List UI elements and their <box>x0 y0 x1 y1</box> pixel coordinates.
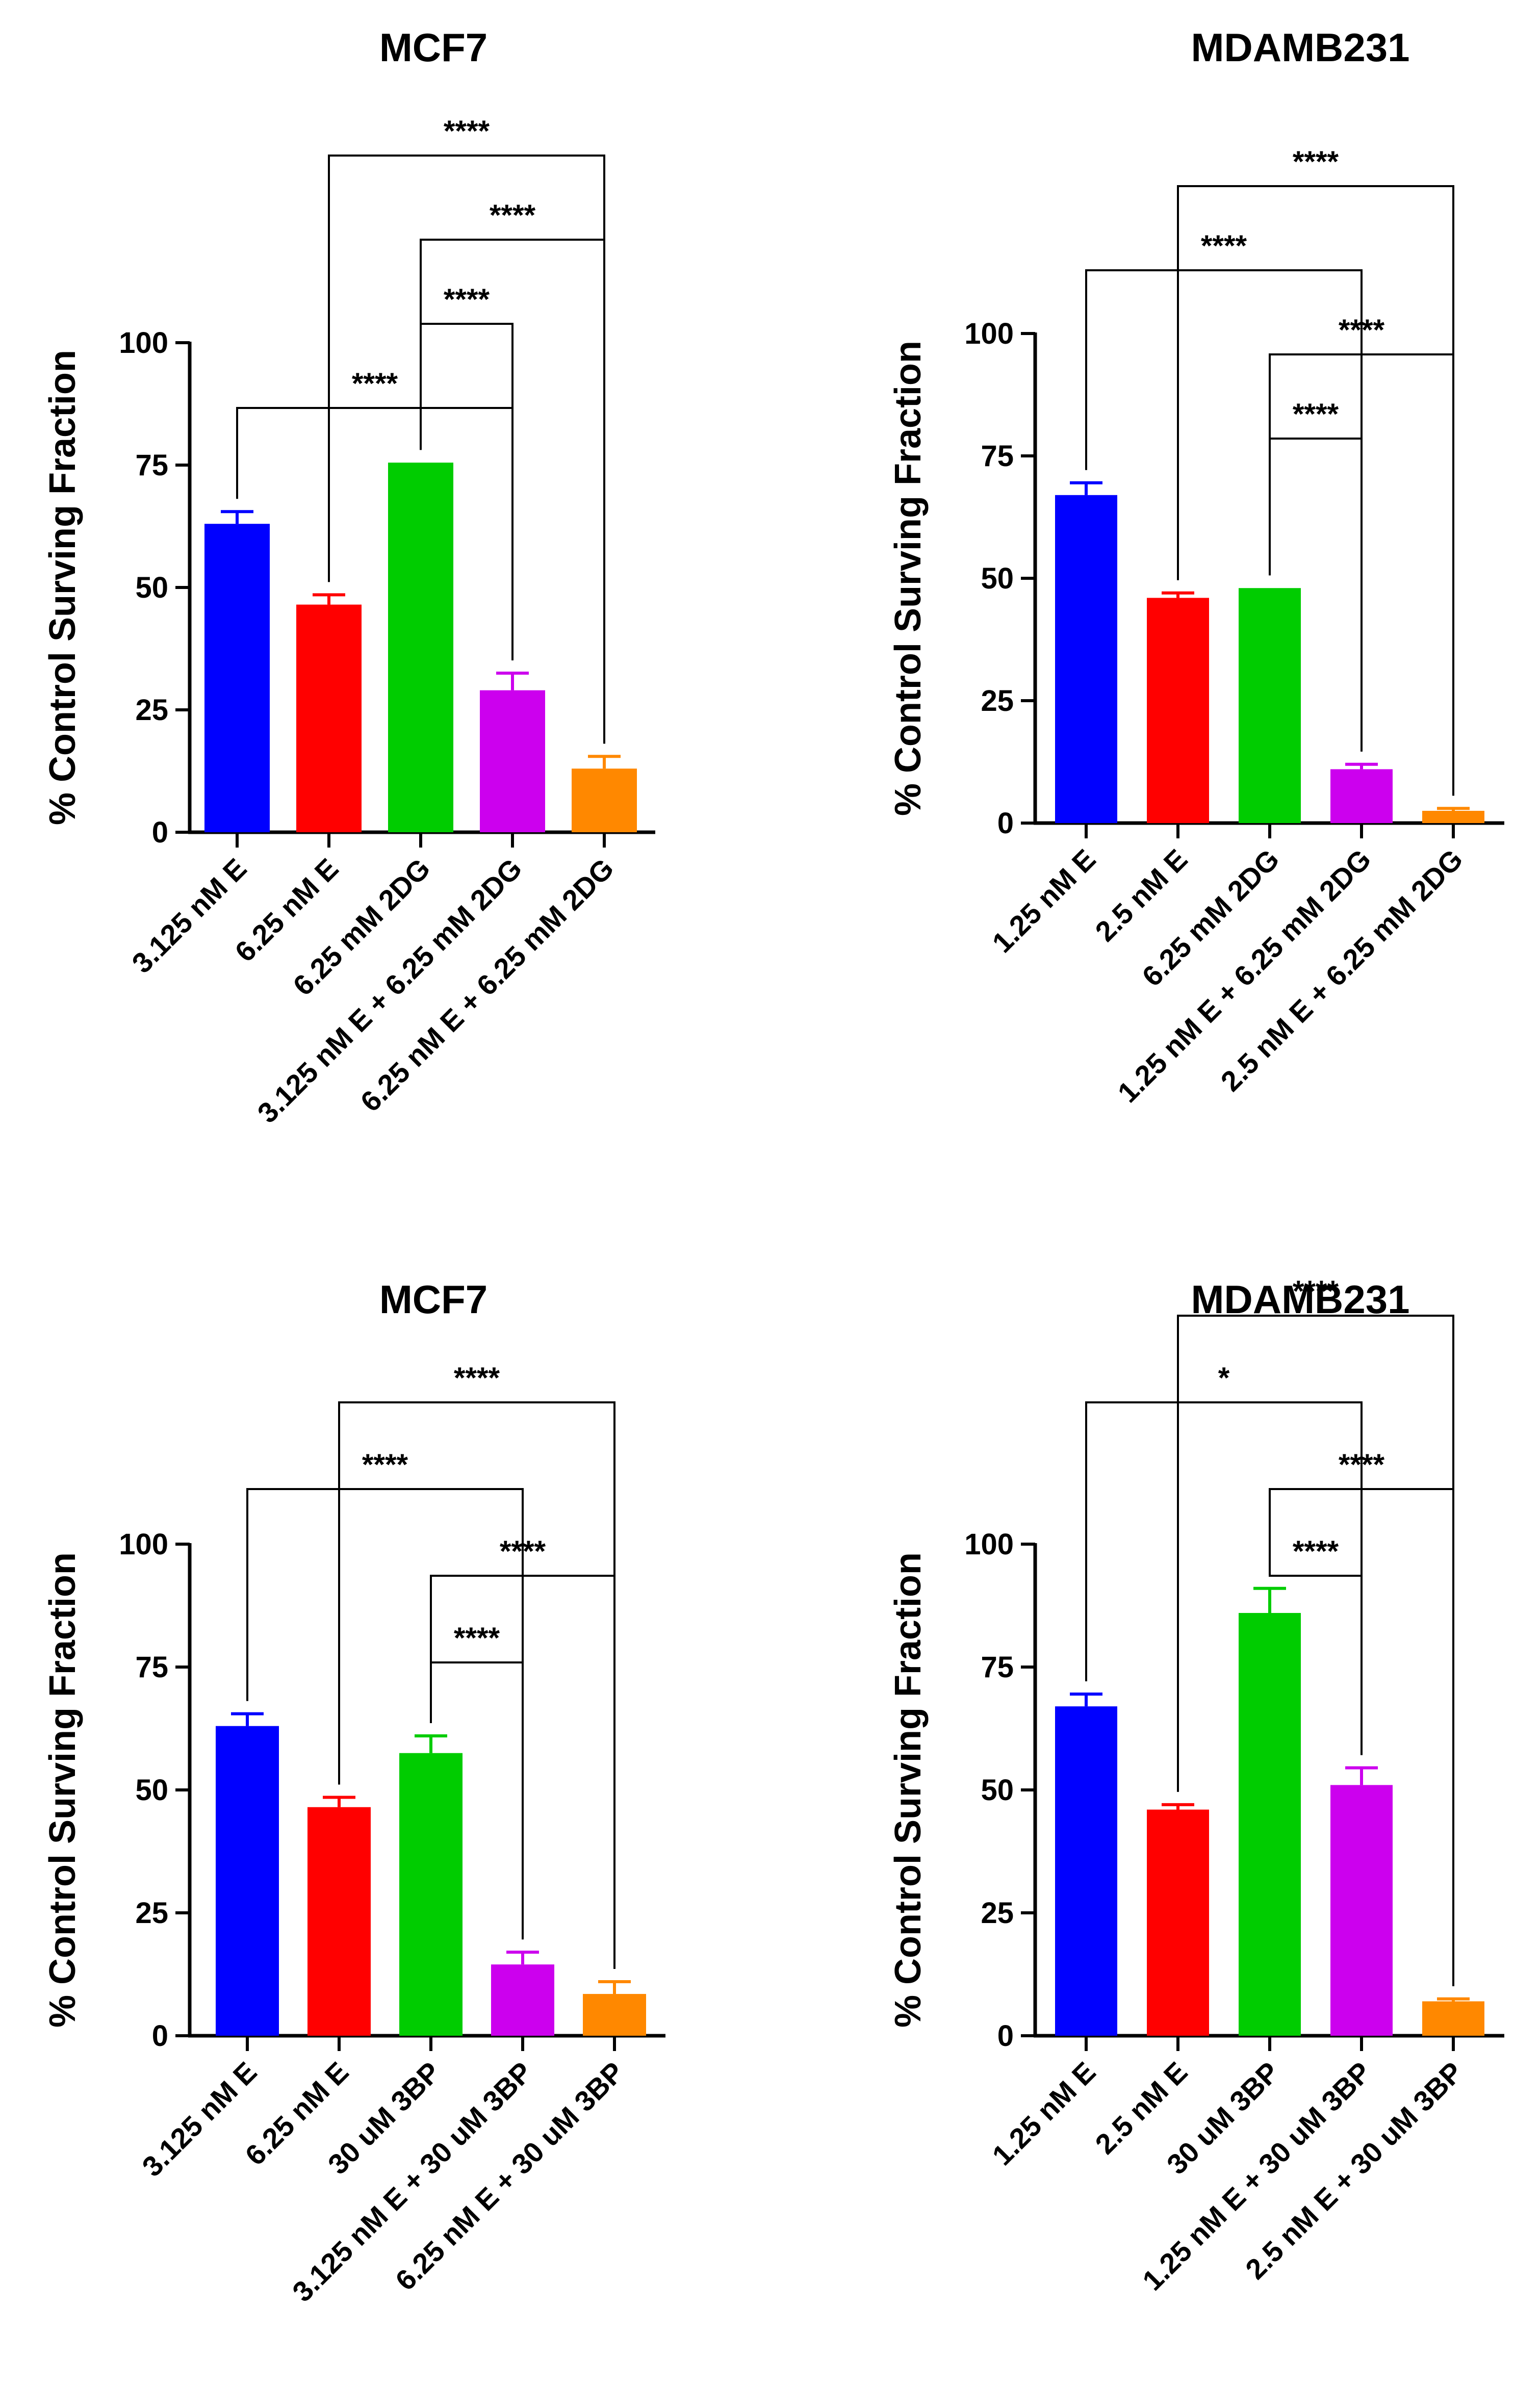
bar-3 <box>388 463 453 832</box>
y-tick-label: 25 <box>981 1897 1014 1930</box>
y-tick-label: 50 <box>981 1774 1014 1807</box>
significance-bracket-1 <box>236 407 514 660</box>
bar-1 <box>216 1726 279 2036</box>
significance-bracket-3 <box>246 1488 524 1940</box>
significance-bracket-3 <box>1085 1401 1363 1755</box>
y-tick-label: 100 <box>964 317 1014 350</box>
bar-3 <box>399 1753 463 2036</box>
bar-2 <box>1147 598 1209 823</box>
significance-label-4: **** <box>444 115 490 148</box>
bar-1 <box>1055 1706 1117 2036</box>
significance-label-3: **** <box>362 1448 408 1481</box>
y-tick-label: 25 <box>135 1897 168 1930</box>
significance-label-1: **** <box>1293 1535 1339 1568</box>
significance-label-1: **** <box>1293 398 1339 431</box>
significance-label-4: **** <box>454 1362 500 1395</box>
significance-label-3: **** <box>1201 229 1247 263</box>
y-axis-label: % Control Surving Fraction <box>888 1552 929 2028</box>
y-tick-label: 100 <box>964 1528 1014 1561</box>
bar-2 <box>296 604 362 832</box>
chart-title: MCF7 <box>379 25 487 70</box>
bar-5 <box>572 768 637 832</box>
chart-title: MCF7 <box>379 1277 487 1322</box>
y-tick-label: 0 <box>152 816 168 849</box>
category-label-1: 1.25 nM E <box>986 843 1101 959</box>
category-label-1: 1.25 nM E <box>986 2056 1101 2171</box>
y-axis-label: % Control Surving Fraction <box>42 1552 83 2028</box>
bar-1 <box>204 524 270 832</box>
bar-5 <box>583 1994 646 2036</box>
significance-label-1: **** <box>454 1622 500 1655</box>
chart-panel-2: MDAMB231 % Control Surving Fraction 0 25 50 7… <box>888 25 1504 1109</box>
significance-bracket-3 <box>1085 269 1363 752</box>
y-tick-label: 0 <box>997 2019 1014 2053</box>
category-label-1: 3.125 nM E <box>125 852 252 979</box>
y-tick-label: 75 <box>135 1651 168 1684</box>
significance-label-4: **** <box>1293 1275 1339 1308</box>
bar-3 <box>1239 1612 1301 2036</box>
y-tick-label: 0 <box>997 807 1014 840</box>
bar-5 <box>1422 2001 1484 2036</box>
significance-label-2: **** <box>444 283 490 316</box>
significance-bracket-4 <box>1177 185 1454 796</box>
y-tick-label: 100 <box>119 1528 168 1561</box>
bar-2 <box>1147 1809 1209 2036</box>
y-axis-label: % Control Surving Fraction <box>888 341 929 816</box>
y-tick-label: 0 <box>152 2019 168 2053</box>
chart-title: MDAMB231 <box>1191 25 1409 70</box>
bar-4 <box>480 690 545 832</box>
y-tick-label: 75 <box>981 1651 1014 1684</box>
bar-4 <box>1330 1785 1393 2036</box>
significance-bracket-4 <box>328 155 605 744</box>
significance-label-1: **** <box>352 367 398 400</box>
y-tick-label: 75 <box>981 440 1014 473</box>
bar-1 <box>1055 495 1117 823</box>
y-tick-label: 75 <box>135 449 168 482</box>
chart-panel-1: MCF7 % Control Surving Fraction 0 25 50 75 100… <box>42 25 655 1129</box>
bar-4 <box>491 1964 554 2036</box>
bar-4 <box>1330 769 1393 823</box>
chart-panel-3: MCF7 % Control Surving Fraction 0 25 50 75 100… <box>42 1277 665 2308</box>
significance-label-4: **** <box>1293 145 1339 178</box>
y-tick-label: 50 <box>135 1774 168 1807</box>
y-tick-label: 25 <box>135 694 168 727</box>
significance-label-3: * <box>1218 1362 1230 1395</box>
bar-2 <box>307 1807 371 2036</box>
y-tick-label: 50 <box>981 562 1014 595</box>
chart-panel-4: MDAMB231 % Control Surving Fraction 0 25 50 7… <box>888 1275 1504 2297</box>
y-axis-label: % Control Surving Fraction <box>42 350 83 825</box>
bar-3 <box>1239 588 1301 823</box>
significance-bracket-4 <box>338 1401 615 1969</box>
significance-label-3: **** <box>490 199 536 232</box>
y-tick-label: 25 <box>981 684 1014 718</box>
significance-bracket-4 <box>1177 1315 1454 1986</box>
y-tick-label: 50 <box>135 571 168 604</box>
y-tick-label: 100 <box>119 326 168 360</box>
category-label-1: 3.125 nM E <box>136 2056 263 2183</box>
bar-5 <box>1422 811 1484 823</box>
chart-title: MDAMB231 <box>1191 1277 1409 1322</box>
